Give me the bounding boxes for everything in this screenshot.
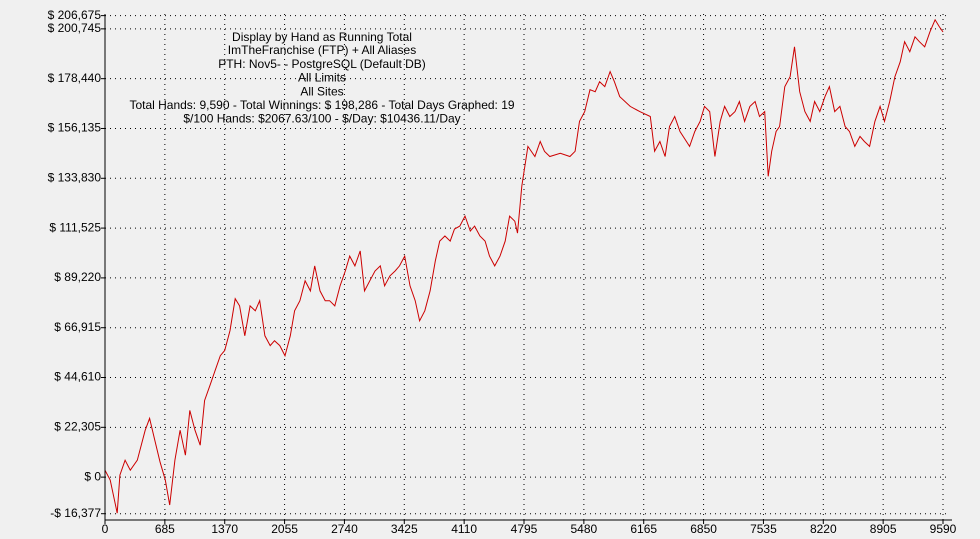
x-tick-label: 8220	[810, 522, 837, 536]
x-tick-label: 6165	[630, 522, 657, 536]
subtitle-line: ImTheFranchise (FTP) + All Aliases	[228, 43, 416, 57]
y-tick-label: $ 133,830	[48, 170, 102, 184]
x-tick-label: 685	[155, 522, 175, 536]
x-tick-label: 8905	[870, 522, 897, 536]
subtitle-line: PTH: Nov5- - PostgreSQL (Default DB)	[218, 57, 426, 71]
x-tick-label: 1370	[211, 522, 238, 536]
subtitle-line: All Limits	[298, 71, 346, 85]
x-tick-label: 6850	[690, 522, 717, 536]
x-tick-label: 0	[102, 522, 109, 536]
y-tick-label: $ 44,610	[54, 370, 101, 384]
x-tick-label: 5480	[571, 522, 598, 536]
y-tick-label: $ 22,305	[54, 419, 101, 433]
x-tick-label: 2740	[331, 522, 358, 536]
y-tick-label: $ 200,745	[48, 21, 102, 35]
x-tick-label: 4110	[451, 522, 477, 536]
y-tick-label: $ 0	[84, 469, 101, 483]
y-tick-label: $ 89,220	[54, 270, 101, 284]
x-tick-label: 4795	[511, 522, 538, 536]
y-tick-label: $ 206,675	[48, 8, 102, 22]
subtitle-line: All Sites	[300, 84, 343, 98]
chart-title: Display by Hand as Running Total	[232, 30, 412, 44]
y-tick-label: $ 111,525	[49, 220, 101, 234]
subtitle-line: Total Hands: 9,590 - Total Winnings: $ 1…	[129, 98, 514, 112]
x-tick-label: 7535	[750, 522, 777, 536]
y-tick-label: $ 178,440	[48, 71, 102, 85]
x-tick-label: 3425	[391, 522, 418, 536]
y-tick-label: $ 66,915	[54, 320, 101, 334]
y-tick-label: -$ 16,377	[50, 506, 101, 520]
x-tick-label: 9590	[930, 522, 957, 536]
y-tick-label: $ 156,135	[48, 121, 102, 135]
line-series	[104, 18, 944, 514]
plot	[104, 18, 944, 514]
subtitle-line: $/100 Hands: $2067.63/100 - $/Day: $1043…	[183, 112, 460, 126]
x-tick-label: 2055	[271, 522, 298, 536]
